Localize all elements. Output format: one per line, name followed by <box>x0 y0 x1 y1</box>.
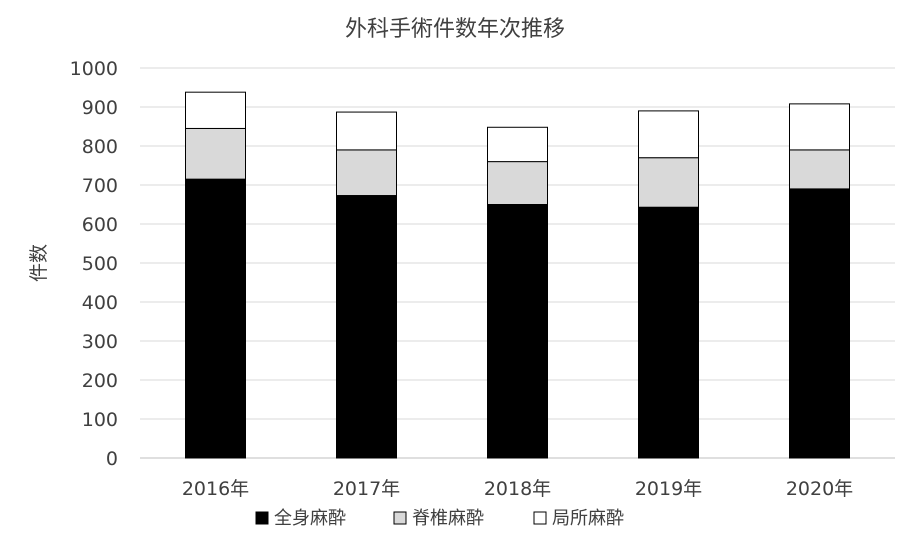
x-tick-label: 2018年 <box>484 478 551 500</box>
legend: 全身麻酔 脊椎麻酔 局所麻酔 <box>255 508 624 529</box>
y-tick-label: 500 <box>82 253 118 275</box>
chart-title: 外科手術件数年次推移 <box>345 17 565 42</box>
bar-segment <box>487 161 548 206</box>
y-tick-label: 900 <box>82 97 118 119</box>
y-tick-label: 0 <box>106 448 118 470</box>
legend-swatch <box>393 511 407 525</box>
y-tick-label: 400 <box>82 292 118 314</box>
x-tick-labels: 2016年 2017年 2018年 2019年 2020年 <box>182 478 853 500</box>
x-tick-label: 2019年 <box>635 478 702 500</box>
legend-swatch <box>255 511 269 525</box>
bar-segment <box>789 103 850 151</box>
bar-segment <box>789 149 850 190</box>
x-tick-label: 2016年 <box>182 478 249 500</box>
y-tick-label: 300 <box>82 331 118 353</box>
legend-label: 脊椎麻酔 <box>412 508 484 529</box>
bar-segment <box>336 111 397 151</box>
y-tick-label: 800 <box>82 136 118 158</box>
legend-swatch <box>533 511 547 525</box>
y-tick-label: 1000 <box>70 58 118 80</box>
bars <box>185 91 850 459</box>
bar-segment <box>638 206 699 459</box>
legend-label: 全身麻酔 <box>274 508 346 529</box>
y-axis-label: 件数 <box>28 244 50 282</box>
y-tick-labels: 0 100 200 300 400 500 600 700 800 900 1000 <box>70 58 118 470</box>
bar-segment <box>638 157 699 208</box>
bar-segment <box>185 127 246 180</box>
x-tick-label: 2020年 <box>786 478 853 500</box>
bar-segment <box>185 178 246 459</box>
bar-segment <box>336 149 397 197</box>
bar-segment <box>487 126 548 163</box>
y-tick-label: 100 <box>82 409 118 431</box>
bar-segment <box>789 188 850 459</box>
bar-segment <box>638 110 699 159</box>
bar-segment <box>185 91 246 129</box>
bar-segment <box>487 204 548 459</box>
y-tick-label: 700 <box>82 175 118 197</box>
y-tick-label: 600 <box>82 214 118 236</box>
legend-label: 局所麻酔 <box>552 508 624 529</box>
y-tick-label: 200 <box>82 370 118 392</box>
bar-segment <box>336 195 397 459</box>
x-tick-label: 2017年 <box>333 478 400 500</box>
